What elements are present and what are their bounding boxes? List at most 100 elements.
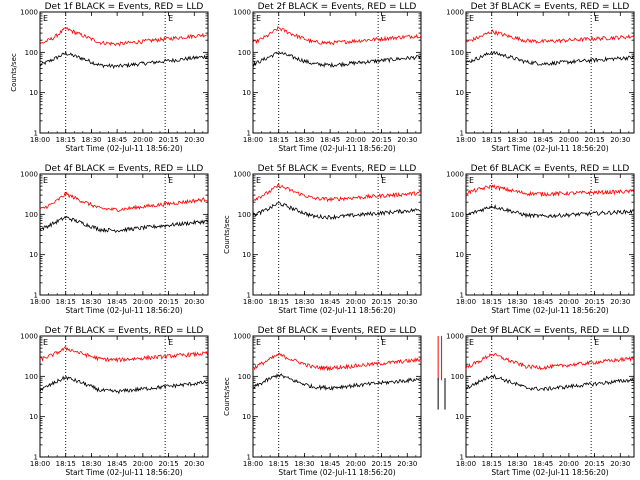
series-lld (252, 183, 422, 203)
y-tick-label: 1 (34, 292, 38, 300)
y-tick-label: 1000 (233, 9, 251, 17)
x-axis-label: Start Time (02-Jul-11 18:56:20) (491, 468, 608, 477)
x-tick-label: 20:00 (346, 460, 366, 468)
x-tick-label: 20:30 (397, 136, 417, 144)
x-axis-label: Start Time (02-Jul-11 18:56:20) (65, 144, 182, 153)
y-tick-label: 1 (247, 454, 251, 462)
series-lld (465, 29, 635, 44)
x-tick-label: 18:15 (482, 136, 502, 144)
series-events (252, 202, 422, 221)
y-tick-label: 10 (29, 413, 38, 421)
x-tick-label: 18:15 (269, 136, 289, 144)
panel-det-9: Det 9f BLACK = Events, RED = LLD 1 10 100 10… (446, 326, 635, 477)
x-tick-label: 20:30 (610, 460, 630, 468)
panel-det-6: Det 6f BLACK = Events, RED = LLD 1 10 100 10… (446, 164, 635, 315)
plot-frame (465, 173, 635, 296)
series-lld (39, 27, 209, 47)
y-tick-label: 100 (451, 211, 464, 219)
plot-frame (252, 335, 422, 458)
x-tick-label: 20:30 (610, 298, 630, 306)
panel-title: Det 4f BLACK = Events, RED = LLD (45, 164, 204, 174)
x-tick-label: 18:30 (507, 460, 527, 468)
y-tick-label: 1000 (233, 333, 251, 341)
panel-det-7: Det 7f BLACK = Events, RED = LLD 1 10 100 10… (20, 326, 209, 477)
x-tick-label: 18:15 (269, 298, 289, 306)
x-tick-label: 18:00 (456, 298, 476, 306)
y-tick-label: 100 (25, 211, 38, 219)
y-tick-label: 10 (29, 89, 38, 97)
x-tick-label: 18:45 (320, 136, 340, 144)
x-tick-label: 20:00 (133, 460, 153, 468)
x-tick-label: 18:00 (243, 136, 263, 144)
y-tick-label: 1 (247, 130, 251, 138)
series-lld (465, 184, 635, 198)
x-tick-label: 20:15 (371, 136, 391, 144)
x-tick-label: 20:30 (184, 136, 204, 144)
marker-label: E (256, 338, 261, 347)
y-tick-label: 10 (455, 251, 464, 259)
series-events (39, 215, 209, 233)
y-tick-label: 1000 (20, 171, 38, 179)
marker-label: E (168, 176, 173, 185)
x-tick-label: 20:15 (371, 298, 391, 306)
y-tick-label: 1 (34, 130, 38, 138)
x-tick-label: 18:15 (482, 298, 502, 306)
x-tick-label: 20:00 (346, 136, 366, 144)
x-tick-label: 18:45 (107, 298, 127, 306)
x-tick-label: 18:30 (507, 136, 527, 144)
panel-det-1: Det 1f BLACK = Events, RED = LLD 1 10 100 10… (10, 2, 209, 153)
x-axis-label: Start Time (02-Jul-11 18:56:20) (278, 306, 395, 315)
series-lld (39, 191, 209, 213)
y-tick-label: 1000 (446, 9, 464, 17)
marker-label: E (594, 176, 599, 185)
y-tick-label: 100 (25, 49, 38, 57)
series-events (39, 50, 209, 70)
panel-det-2: Det 2f BLACK = Events, RED = LLD 1 10 100 10… (233, 2, 422, 153)
marker-label: E (381, 14, 386, 23)
y-axis-label: Counts/sec (223, 215, 231, 254)
x-tick-label: 20:15 (371, 460, 391, 468)
x-tick-label: 18:00 (456, 136, 476, 144)
plot-frame (39, 173, 209, 296)
x-tick-label: 18:15 (56, 136, 76, 144)
y-tick-label: 1 (460, 292, 464, 300)
x-tick-label: 20:00 (133, 298, 153, 306)
series-events (252, 373, 422, 391)
x-tick-label: 18:30 (294, 298, 314, 306)
series-lld (39, 346, 209, 364)
y-tick-label: 1000 (446, 333, 464, 341)
panel-det-8: Det 8f BLACK = Events, RED = LLD 1 10 100 10… (223, 326, 446, 477)
plot-frame (465, 11, 635, 134)
y-tick-label: 100 (238, 211, 251, 219)
marker-label: E (469, 14, 474, 23)
x-tick-label: 20:15 (584, 460, 604, 468)
x-tick-label: 20:15 (584, 298, 604, 306)
x-tick-label: 18:15 (482, 460, 502, 468)
x-tick-label: 18:00 (30, 460, 50, 468)
marker-label: E (256, 176, 261, 185)
series-events (465, 373, 635, 392)
x-tick-label: 18:45 (533, 136, 553, 144)
x-tick-label: 18:45 (533, 460, 553, 468)
y-tick-label: 10 (455, 89, 464, 97)
y-tick-label: 100 (451, 373, 464, 381)
x-tick-label: 20:00 (559, 298, 579, 306)
y-tick-label: 100 (451, 49, 464, 57)
panel-title: Det 2f BLACK = Events, RED = LLD (258, 2, 417, 12)
marker-label: E (168, 14, 173, 23)
y-tick-label: 10 (242, 89, 251, 97)
x-axis-label: Start Time (02-Jul-11 18:56:20) (491, 144, 608, 153)
y-tick-label: 1000 (446, 171, 464, 179)
panel-det-4: Det 4f BLACK = Events, RED = LLD 1 10 100 10… (20, 164, 209, 315)
panel-title: Det 5f BLACK = Events, RED = LLD (258, 164, 417, 174)
plot-frame (252, 11, 422, 134)
series-lld (465, 352, 635, 371)
x-tick-label: 18:45 (533, 298, 553, 306)
x-axis-label: Start Time (02-Jul-11 18:56:20) (278, 468, 395, 477)
x-axis-label: Start Time (02-Jul-11 18:56:20) (65, 306, 182, 315)
y-tick-label: 1 (460, 454, 464, 462)
panel-det-3: Det 3f BLACK = Events, RED = LLD 1 10 100 10… (446, 2, 635, 153)
x-tick-label: 18:30 (507, 298, 527, 306)
y-tick-label: 1 (34, 454, 38, 462)
x-tick-label: 20:15 (584, 136, 604, 144)
